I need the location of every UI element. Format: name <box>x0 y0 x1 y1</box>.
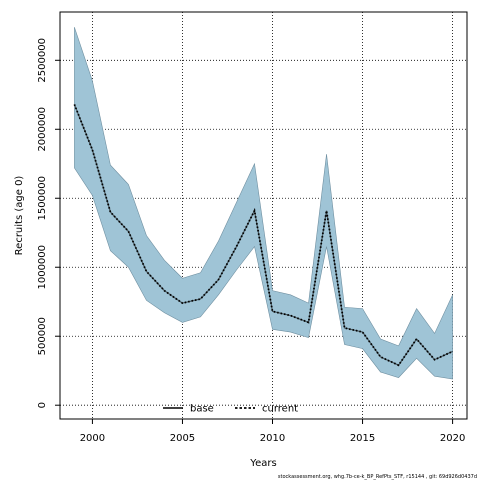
grid-lines <box>60 12 467 419</box>
plot-frame <box>59 11 468 420</box>
x-tick-label: 2020 <box>440 433 465 444</box>
y-axis-title: Recruits (age 0) <box>14 176 25 256</box>
footer-note: stockassessment.org, whg.7b-ce-k_BP_RefP… <box>278 474 477 480</box>
y-tick-label: 2000000 <box>37 107 48 152</box>
y-tick-label: 1000000 <box>37 245 48 290</box>
y-axis: 0 500000 1000000 1500000 2000000 2500000 <box>37 38 60 408</box>
x-tick-label: 2010 <box>260 433 285 444</box>
x-tick-label: 2015 <box>350 433 375 444</box>
legend: base current <box>163 404 298 415</box>
legend-label-current: current <box>262 404 298 415</box>
x-axis-title: Years <box>249 458 276 469</box>
legend-label-base: base <box>190 404 214 415</box>
y-tick-label: 500000 <box>37 317 48 355</box>
x-axis: 2000 2005 2010 2015 2020 <box>80 419 465 444</box>
x-tick-label: 2000 <box>80 433 105 444</box>
y-tick-label: 2500000 <box>37 38 48 83</box>
confidence-band <box>74 27 453 380</box>
series-lines <box>73 104 453 367</box>
series-line-current <box>73 104 453 367</box>
y-tick-label: 1500000 <box>37 176 48 221</box>
y-tick-label: 0 <box>37 402 48 408</box>
x-tick-label: 2005 <box>170 433 195 444</box>
